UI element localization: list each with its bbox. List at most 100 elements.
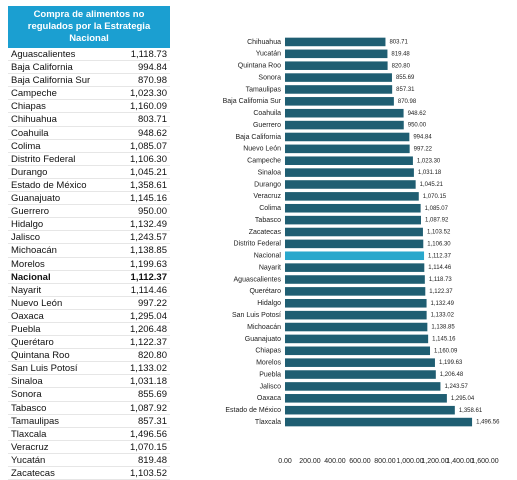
cell-name: Estado de México xyxy=(11,179,87,191)
chart: 0.00 200.00 400.00 600.00 800.00 1,000.001,20… xyxy=(223,37,500,465)
cell-value: 857.31 xyxy=(137,415,167,427)
cell-name: Michoacán xyxy=(11,245,57,257)
y-tick-label: Colima xyxy=(259,205,281,212)
cell-value: 1,132.49 xyxy=(130,219,167,231)
value-label: 1,243.57 xyxy=(444,384,468,390)
bar xyxy=(285,417,473,427)
bar xyxy=(285,239,424,249)
value-label: 1,138.85 xyxy=(431,325,455,331)
bar xyxy=(285,346,431,356)
cell-value: 1,112.37 xyxy=(130,271,167,283)
value-label: 803.71 xyxy=(389,40,408,46)
y-tick-label: Distrito Federal xyxy=(234,241,282,248)
y-tick-label: Baja California Sur xyxy=(223,98,282,105)
table-row: Aguascalientes 1,118.73 xyxy=(8,48,170,62)
y-tick-label: Campeche xyxy=(247,158,281,165)
table-row: Estado de México 1,358.61 xyxy=(8,179,170,193)
data-table: Compra de alimentos no regulados por la … xyxy=(8,6,170,480)
cell-value: 1,114.46 xyxy=(130,284,167,296)
cell-name: Nayarit xyxy=(11,284,42,296)
table-row: San Luis Potosí 1,133.02 xyxy=(8,362,170,376)
value-label: 1,031.18 xyxy=(418,170,442,176)
cell-value: 1,145.16 xyxy=(130,193,167,205)
bar xyxy=(285,203,421,213)
y-tick-label: Quintana Roo xyxy=(238,63,281,70)
cell-name: Tabasco xyxy=(11,402,47,414)
cell-name: Campeche xyxy=(11,88,57,100)
bar xyxy=(285,263,425,272)
bar xyxy=(285,108,404,118)
cell-value: 950.00 xyxy=(137,206,167,218)
y-tick-label: Oaxaca xyxy=(257,395,281,402)
table-row: Chihuahua 803.71 xyxy=(8,113,170,127)
x-tick-label: 600.00 xyxy=(349,458,371,465)
table-row: Oaxaca 1,295.04 xyxy=(8,310,170,323)
y-tick-label: San Luis Potosí xyxy=(232,312,281,319)
y-tick-label: Zacatecas xyxy=(249,229,282,236)
y-tick-label: Chiapas xyxy=(255,348,281,355)
y-tick-label: Tamaulipas xyxy=(246,86,282,93)
cell-value: 870.98 xyxy=(137,75,167,87)
y-tick-label: Querétaro xyxy=(249,288,281,295)
table-row: Distrito Federal 1,106.30 xyxy=(8,153,170,166)
value-label: 1,132.49 xyxy=(431,301,455,307)
y-tick-label: Chihuahua xyxy=(247,39,281,46)
table-row: Guanajuato 1,145.16 xyxy=(8,192,170,206)
table-row: Quintana Roo 820.80 xyxy=(8,349,170,363)
cell-value: 1,122.37 xyxy=(130,337,167,349)
bar xyxy=(285,180,416,189)
cell-value: 1,199.63 xyxy=(130,258,167,270)
y-tick-label: Hidalgo xyxy=(257,300,281,307)
cell-name: Puebla xyxy=(11,323,41,335)
x-tick-label: 0.00 xyxy=(278,458,292,465)
cell-name: Yucatán xyxy=(11,454,46,466)
cell-value: 820.80 xyxy=(137,350,167,362)
table-row: Nuevo León 997.22 xyxy=(8,297,170,310)
cell-name: Guanajuato xyxy=(11,193,61,205)
value-label: 1,160.09 xyxy=(434,348,458,354)
cell-name: Sinaloa xyxy=(11,376,43,388)
cell-value: 1,023.30 xyxy=(130,88,167,100)
value-label: 1,087.92 xyxy=(425,218,449,224)
value-label: 857.31 xyxy=(396,87,415,93)
cell-value: 1,358.61 xyxy=(130,179,167,191)
cell-name: Chihuahua xyxy=(11,114,57,126)
cell-name: Aguascalientes xyxy=(11,49,76,60)
x-tick-label: 800.00 xyxy=(374,458,396,465)
cell-value: 1,031.18 xyxy=(130,376,167,388)
table-row: Michoacán 1,138.85 xyxy=(8,244,170,258)
x-tick-label: 200.00 xyxy=(299,458,321,465)
table-row: Puebla 1,206.48 xyxy=(8,323,170,337)
x-tick-label: 1,600.00 xyxy=(471,458,498,465)
bar xyxy=(285,168,414,177)
table-row: Hidalgo 1,132.49 xyxy=(8,218,170,232)
x-tick-label: 400.00 xyxy=(324,458,346,465)
bar xyxy=(285,370,436,379)
y-tick-label: Durango xyxy=(254,181,281,188)
cell-name: Quintana Roo xyxy=(11,350,70,362)
y-tick-label: Nayarit xyxy=(259,264,281,271)
table-row: Zacatecas 1,103.52 xyxy=(8,467,170,480)
bar xyxy=(285,382,441,391)
cell-name: Querétaro xyxy=(11,337,54,349)
cell-name: Morelos xyxy=(11,258,45,270)
bar xyxy=(285,322,428,332)
cell-value: 1,496.56 xyxy=(130,428,167,440)
value-label: 1,145.16 xyxy=(432,336,456,342)
value-label: 1,103.52 xyxy=(427,230,451,236)
bar xyxy=(285,310,427,320)
bar xyxy=(285,227,423,237)
cell-value: 1,070.15 xyxy=(130,441,167,453)
bar xyxy=(285,97,394,106)
bar xyxy=(285,156,413,166)
value-label: 820.80 xyxy=(392,63,411,69)
bar xyxy=(285,358,435,367)
cell-name: Tamaulipas xyxy=(11,415,60,427)
table-row: Colima 1,085.07 xyxy=(8,140,170,153)
y-tick-label: Baja California xyxy=(235,134,281,141)
cell-value: 1,106.30 xyxy=(130,153,167,165)
cell-value: 1,118.73 xyxy=(130,49,167,60)
value-label: 1,085.07 xyxy=(425,206,449,212)
y-tick-label: Sonora xyxy=(258,74,281,81)
